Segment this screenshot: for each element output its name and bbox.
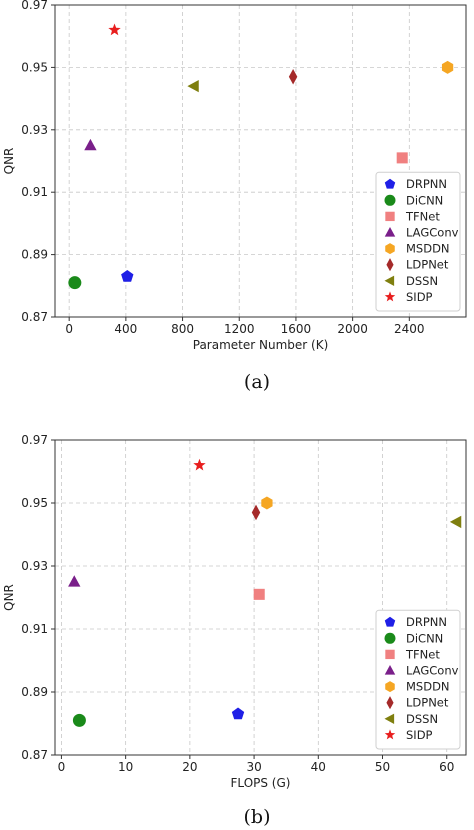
panel-b-legend-label-ldpnet: LDPNet	[406, 696, 449, 710]
panel-b-legend-marker-sidp	[384, 729, 396, 740]
panel-b-legend-marker-dicnn	[384, 632, 396, 644]
panel-a-xtick-label-5: 2000	[337, 322, 368, 336]
panel-a-legend-marker-dicnn	[384, 194, 396, 206]
panel-b-legend-marker-ldpnet	[386, 696, 394, 710]
panel-b-plot-frame	[54, 439, 467, 756]
panel-b-xtick-label-5: 50	[375, 760, 390, 774]
panel-b-legend-marker-tfnet	[385, 649, 395, 660]
panel-a-legend-label-dssn: DSSN	[406, 274, 438, 288]
panel-b-legend-label-tfnet: TFNet	[405, 647, 440, 661]
panel-a-legend-label-lagconv: LAGConv	[406, 226, 459, 240]
panel-a-legend-label-dicnn: DiCNN	[406, 193, 443, 207]
panel-a-legend-marker-dssn	[384, 275, 395, 287]
panel-a-point-ldpnet	[288, 68, 298, 85]
panel-b-ytick-label-4: 0.95	[21, 496, 48, 510]
panel-b-xtick-label-2: 20	[182, 760, 197, 774]
panel-a-x-axis-label: Parameter Number (K)	[193, 338, 329, 352]
panel-b-point-ldpnet	[251, 504, 261, 521]
panel-a-xtick-label-4: 1600	[281, 322, 312, 336]
panel-b-legend-marker-msddn	[385, 681, 395, 693]
panel-b-xtick-label-3: 30	[246, 760, 261, 774]
panel-a-ytick-label-0: 0.87	[21, 310, 48, 324]
panel-a-ytick-label-4: 0.95	[21, 60, 48, 74]
panel-a-point-drpnn	[121, 269, 134, 282]
panel-a-y-axis-label: QNR	[2, 148, 16, 175]
panel-a-xtick-label-3: 1200	[224, 322, 255, 336]
panel-a-point-tfnet	[396, 152, 408, 164]
panel-a-ytick-label-1: 0.89	[21, 248, 48, 262]
panel-b-chart: 0 10 20 30 40 50 60 0.87 0.89 0.91 0.93 0.95 0.97 FLO…	[2, 433, 467, 828]
panel-b-ytick-label-5: 0.97	[21, 433, 48, 447]
panel-a-plot-frame	[54, 4, 467, 318]
panel-b-xtick-label-0: 0	[58, 760, 66, 774]
panel-a-point-dssn	[187, 79, 199, 93]
panel-b-legend-label-sidp: SIDP	[406, 728, 433, 742]
panel-a-legend-label-msddn: MSDDN	[406, 242, 450, 256]
panel-b-legend-marker-dssn	[384, 713, 395, 725]
panel-a-legend-label-sidp: SIDP	[406, 290, 433, 304]
panel-b-legend-marker-lagconv	[384, 665, 396, 675]
panel-b-legend-label-drpnn: DRPNN	[406, 615, 447, 629]
panel-a-caption: (a)	[244, 371, 270, 393]
panel-a-ytick-label-3: 0.93	[21, 123, 48, 137]
panel-a-ytick-label-2: 0.91	[21, 185, 48, 199]
panel-b-point-dssn	[449, 515, 462, 529]
panel-b-point-lagconv	[68, 575, 81, 587]
panel-b-caption: (b)	[244, 806, 271, 828]
panel-a-legend-marker-drpnn	[384, 178, 396, 189]
panel-b-xtick-label-1: 10	[118, 760, 133, 774]
panel-b-x-axis-label: FLOPS (G)	[231, 776, 291, 790]
panel-b-ytick-label-0: 0.87	[21, 748, 48, 762]
panel-a-point-sidp	[108, 23, 121, 36]
panel-a-xtick-label-2: 800	[171, 322, 194, 336]
panel-a-legend-marker-tfnet	[385, 211, 395, 222]
panel-a-chart: 0 400 800 1200 1600 2000 2400 0.87 0.89 0.91 0.93 0…	[2, 0, 467, 393]
panel-b-legend-marker-drpnn	[384, 616, 396, 627]
panel-a-legend-label-ldpnet: LDPNet	[406, 258, 449, 272]
panel-b-legend-label-dicnn: DiCNN	[406, 631, 443, 645]
panel-a-legend	[375, 171, 461, 312]
panel-b-point-tfnet	[253, 588, 265, 600]
panel-b-legend	[375, 609, 461, 750]
panel-b-legend-label-msddn: MSDDN	[406, 680, 450, 694]
panel-a-xtick-label-6: 2400	[394, 322, 425, 336]
panel-b-xtick-label-6: 60	[439, 760, 454, 774]
panel-a-legend-marker-sidp	[384, 291, 396, 302]
panel-a-xtick-label-1: 400	[114, 322, 137, 336]
panel-b-legend-label-lagconv: LAGConv	[406, 664, 459, 678]
panel-a-point-msddn	[441, 60, 454, 74]
panel-b-ytick-label-2: 0.91	[21, 622, 48, 636]
panel-b-point-sidp	[193, 458, 206, 471]
panel-b-point-dicnn	[72, 713, 86, 727]
panel-a-legend-label-tfnet: TFNet	[405, 209, 440, 223]
panel-a-legend-marker-ldpnet	[386, 258, 394, 272]
panel-b-xtick-label-4: 40	[311, 760, 326, 774]
panel-a-legend-marker-lagconv	[384, 227, 396, 237]
panel-a-point-lagconv	[84, 138, 97, 151]
panel-a-legend-label-drpnn: DRPNN	[406, 177, 447, 191]
panel-b-ytick-label-1: 0.89	[21, 685, 48, 699]
panel-b-y-axis-label: QNR	[2, 584, 16, 611]
panel-a-xtick-label-0: 0	[65, 322, 73, 336]
panel-b-point-msddn	[261, 496, 273, 510]
panel-b-legend-label-dssn: DSSN	[406, 712, 438, 726]
panel-b-point-drpnn	[231, 707, 245, 720]
panel-a-point-dicnn	[68, 276, 82, 290]
panel-a-ytick-label-5: 0.97	[21, 0, 48, 12]
panel-b-ytick-label-3: 0.93	[21, 559, 48, 573]
panel-a-legend-marker-msddn	[385, 243, 395, 255]
